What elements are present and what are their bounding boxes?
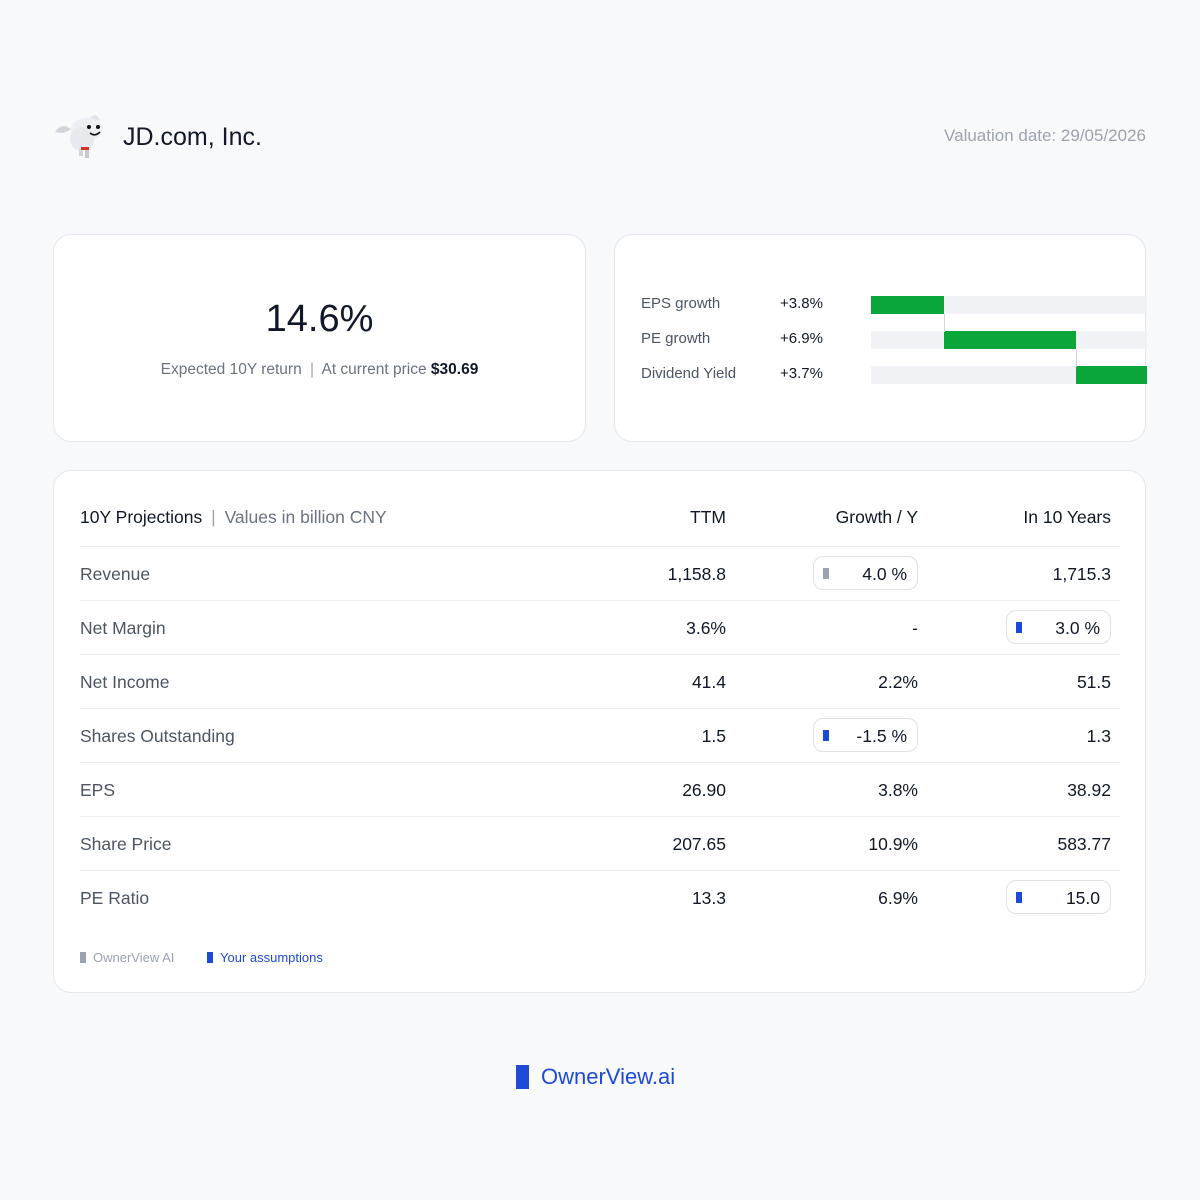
- input-value: -1.5 %: [856, 726, 907, 746]
- brand-mark-icon: [516, 1065, 529, 1089]
- legend-ai-label: OwnerView AI: [93, 950, 175, 965]
- table-row-pe-ratio: PE Ratio 13.3 6.9% 15.0: [80, 870, 1120, 924]
- input-value: 4.0 %: [862, 564, 907, 584]
- revenue-growth-input[interactable]: 4.0 %: [813, 556, 918, 590]
- breakdown-row-pe: PE growth +6.9%: [641, 330, 1147, 350]
- column-header-ttm: TTM: [690, 507, 726, 527]
- pe-ratio-target-input[interactable]: 15.0: [1006, 880, 1111, 914]
- cell-ten-years: 583.77: [1057, 834, 1111, 854]
- breakdown-track: [871, 331, 1147, 349]
- row-label: Net Income: [80, 672, 170, 692]
- cell-growth: 3.8%: [878, 780, 918, 800]
- table-row-revenue: Revenue 1,158.8 4.0 % 1,715.3: [80, 546, 1120, 600]
- table-title-text: 10Y Projections: [80, 507, 203, 527]
- breakdown-connector: [943, 314, 945, 332]
- row-label: Shares Outstanding: [80, 726, 235, 746]
- cell-ttm: 26.90: [682, 780, 726, 800]
- table-header: 10Y Projections | Values in billion CNY …: [80, 507, 1120, 531]
- user-assumption-marker: [207, 952, 213, 963]
- header: JD.com, Inc. Valuation date: 29/05/2026: [52, 112, 1146, 162]
- breakdown-connector: [1076, 349, 1078, 367]
- cell-ttm: 207.65: [672, 834, 726, 854]
- input-value: 15.0: [1065, 888, 1100, 908]
- expected-return-value: 14.6%: [265, 298, 374, 340]
- cell-growth: 2.2%: [878, 672, 918, 692]
- row-label: Revenue: [80, 564, 151, 584]
- breakdown-label: EPS growth: [641, 295, 721, 312]
- breakdown-track: [871, 366, 1147, 384]
- current-price-label: At current price: [321, 361, 427, 378]
- cell-ttm: 1.5: [701, 726, 726, 746]
- user-assumption-marker: [1016, 622, 1022, 633]
- table-row-shares-outstanding: Shares Outstanding 1.5 -1.5 % 1.3: [80, 708, 1120, 762]
- ownerview-ai-marker: [823, 568, 829, 579]
- return-breakdown-card: EPS growth +3.8% PE growth +6.9% Dividen…: [614, 234, 1147, 442]
- jd-dog-mascot-icon: [55, 115, 103, 158]
- cell-ten-years: 1,715.3: [1052, 564, 1111, 584]
- footer-brand[interactable]: OwnerView.ai: [516, 1063, 716, 1093]
- cell-ten-years: 38.92: [1067, 780, 1111, 800]
- breakdown-bar-dividend: [1076, 366, 1147, 384]
- input-value: 3.0 %: [1055, 618, 1100, 638]
- shares-growth-input[interactable]: -1.5 %: [813, 718, 918, 752]
- table-row-net-margin: Net Margin 3.6% - 3.0 %: [80, 600, 1120, 654]
- cell-growth: 6.9%: [878, 888, 918, 908]
- cell-ttm: 1,158.8: [667, 564, 726, 584]
- table-row-eps: EPS 26.90 3.8% 38.92: [80, 762, 1120, 816]
- legend-user-label: Your assumptions: [220, 950, 323, 965]
- breakdown-bar-eps: [871, 296, 944, 314]
- breakdown-bar-pe: [943, 331, 1077, 349]
- caption-separator: |: [310, 361, 315, 378]
- row-label: Share Price: [80, 834, 172, 854]
- breakdown-row-dividend: Dividend Yield +3.7%: [641, 365, 1147, 385]
- row-label: EPS: [80, 780, 116, 800]
- user-assumption-marker: [1016, 892, 1022, 903]
- table-title-separator: |: [211, 507, 216, 527]
- column-header-growth: Growth / Y: [835, 507, 918, 527]
- cell-ttm: 13.3: [691, 888, 726, 908]
- cell-ttm: 41.4: [691, 672, 726, 692]
- valuation-date: Valuation date: 29/05/2026: [944, 126, 1146, 145]
- legend-your-assumptions: Your assumptions: [207, 950, 323, 965]
- brand-name: OwnerView.ai: [541, 1064, 676, 1089]
- breakdown-value: +3.7%: [780, 365, 823, 382]
- cell-ten-years: 51.5: [1076, 672, 1111, 692]
- cell-ten-years: 1.3: [1086, 726, 1111, 746]
- breakdown-value: +6.9%: [780, 330, 823, 347]
- company-name: JD.com, Inc.: [123, 123, 262, 151]
- net-margin-target-input[interactable]: 3.0 %: [1006, 610, 1111, 644]
- cell-growth: -: [912, 618, 918, 638]
- breakdown-label: PE growth: [641, 330, 711, 347]
- table-row-share-price: Share Price 207.65 10.9% 583.77: [80, 816, 1120, 870]
- row-label: PE Ratio: [80, 888, 150, 908]
- current-price-value: $30.69: [430, 361, 479, 378]
- user-assumption-marker: [823, 730, 829, 741]
- expected-return-label: Expected 10Y return: [160, 361, 302, 378]
- expected-return-card: 14.6% Expected 10Y return | At current p…: [53, 234, 586, 442]
- ownerview-ai-marker: [80, 952, 86, 963]
- row-label: Net Margin: [80, 618, 166, 638]
- breakdown-value: +3.8%: [780, 295, 823, 312]
- table-title: 10Y Projections | Values in billion CNY: [80, 507, 387, 528]
- breakdown-label: Dividend Yield: [641, 365, 737, 382]
- cell-growth: 10.9%: [868, 834, 918, 854]
- cell-ttm: 3.6%: [686, 618, 726, 638]
- legend-ownerview-ai: OwnerView AI: [80, 950, 174, 965]
- projections-table-card: 10Y Projections | Values in billion CNY …: [53, 470, 1146, 993]
- breakdown-row-eps: EPS growth +3.8%: [641, 295, 1147, 315]
- table-row-net-income: Net Income 41.4 2.2% 51.5: [80, 654, 1120, 708]
- breakdown-track: [871, 296, 1147, 314]
- column-header-ten-years: In 10 Years: [1023, 507, 1111, 527]
- expected-return-caption: Expected 10Y return | At current price $…: [54, 361, 585, 379]
- table-subtitle: Values in billion CNY: [224, 507, 387, 527]
